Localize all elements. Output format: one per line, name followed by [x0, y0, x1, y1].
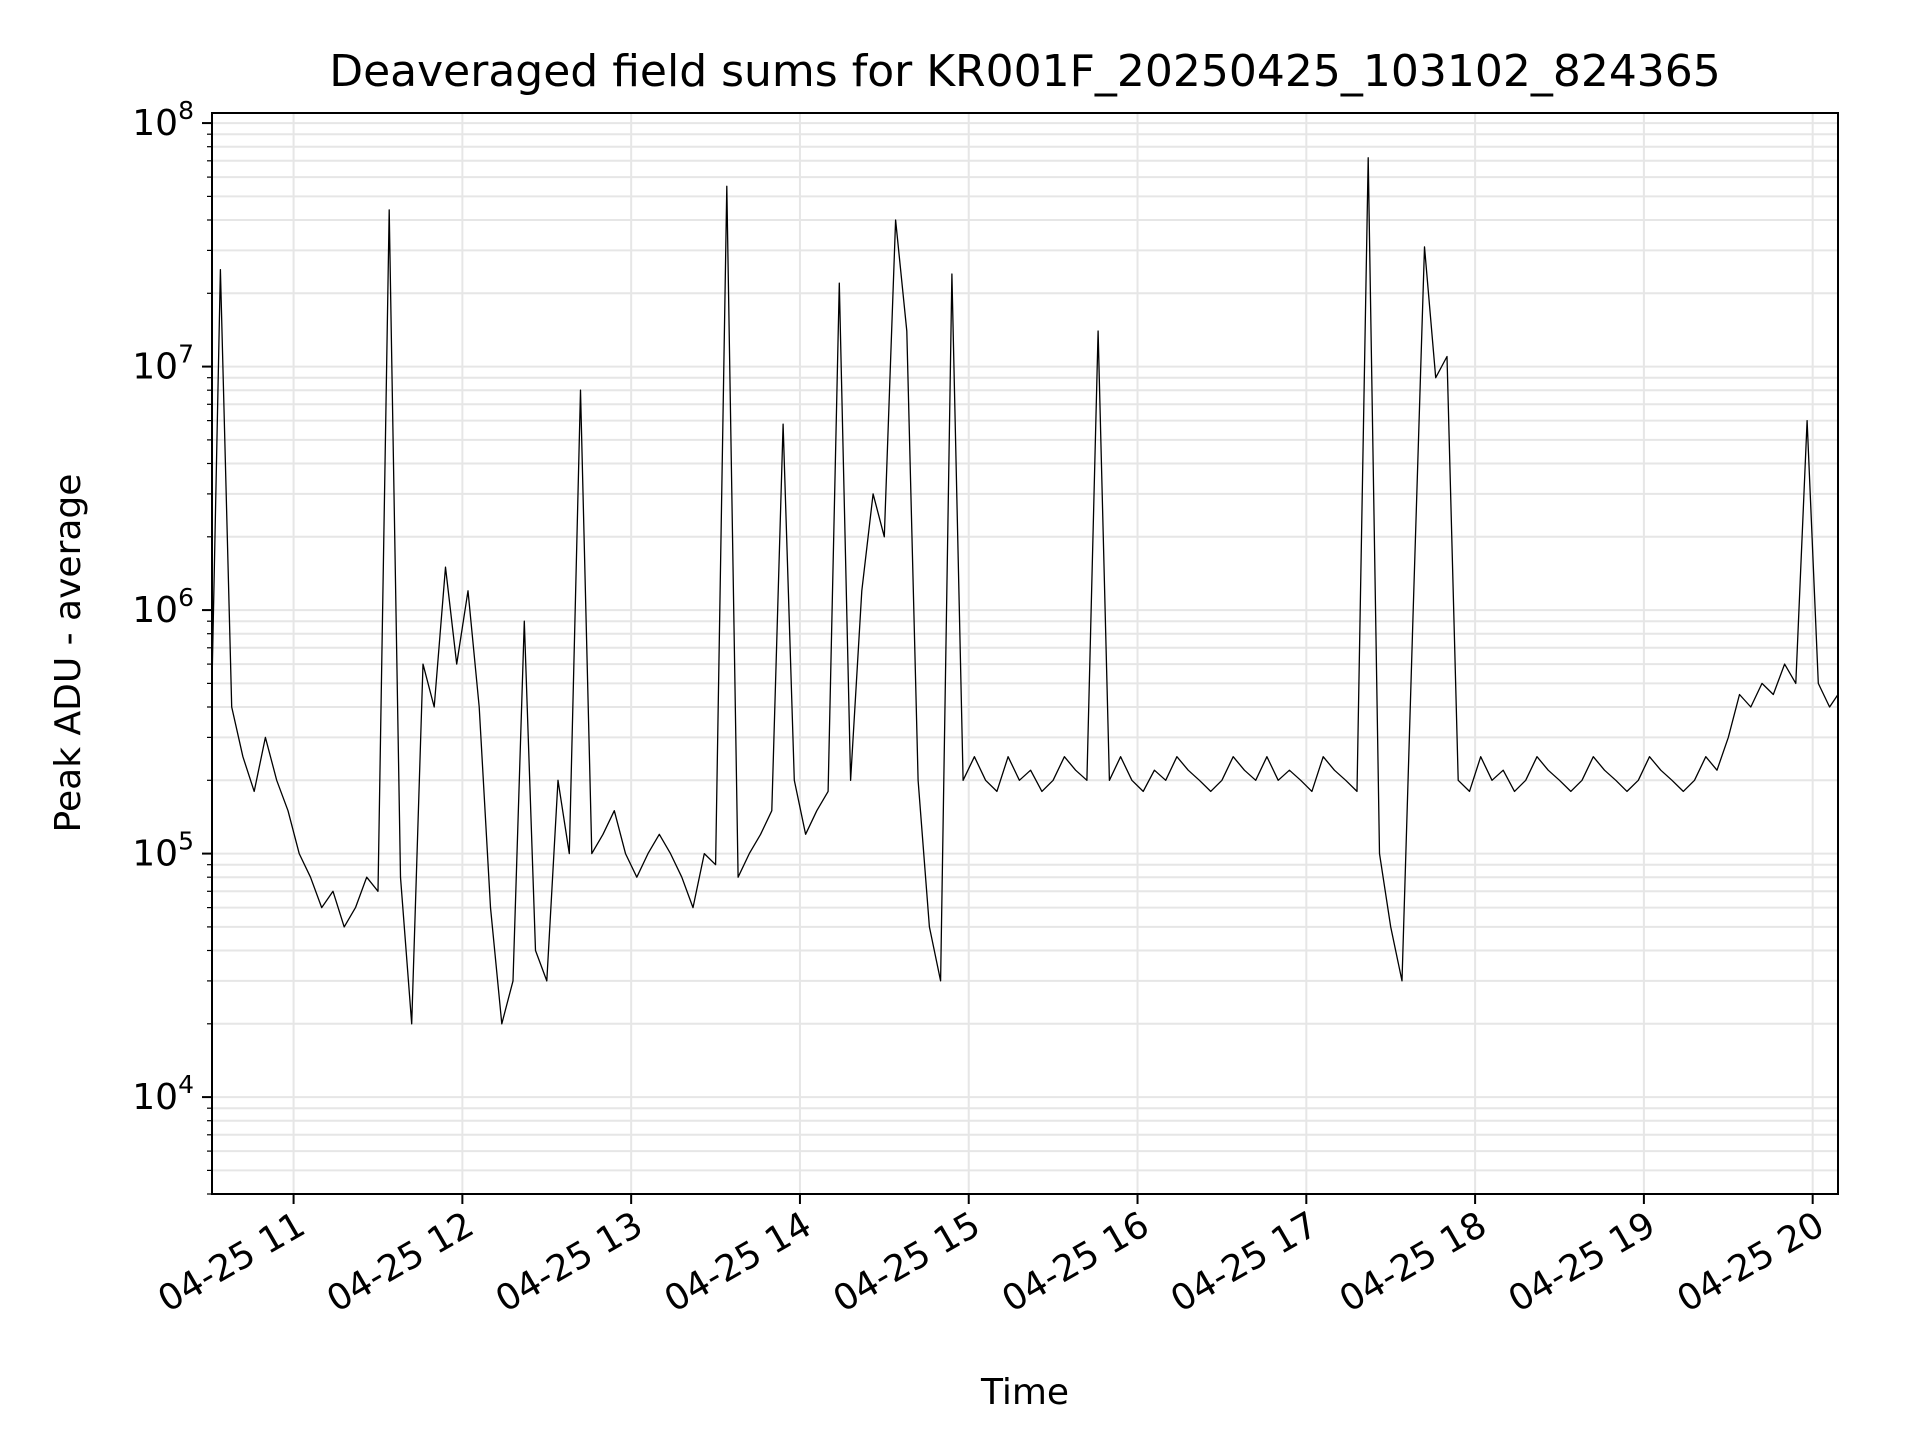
series-line: [211, 157, 1839, 1025]
y-axis-label: Peak ADU - average: [48, 474, 89, 833]
plot-frame: [211, 112, 1839, 1195]
chart-title: Deaveraged field sums for KR001F_2025042…: [329, 46, 1721, 97]
major-grid: [212, 113, 1838, 1194]
y-tick-label: 106: [132, 583, 194, 631]
minor-grid: [212, 133, 1838, 1195]
x-axis-label: Time: [980, 1372, 1069, 1413]
